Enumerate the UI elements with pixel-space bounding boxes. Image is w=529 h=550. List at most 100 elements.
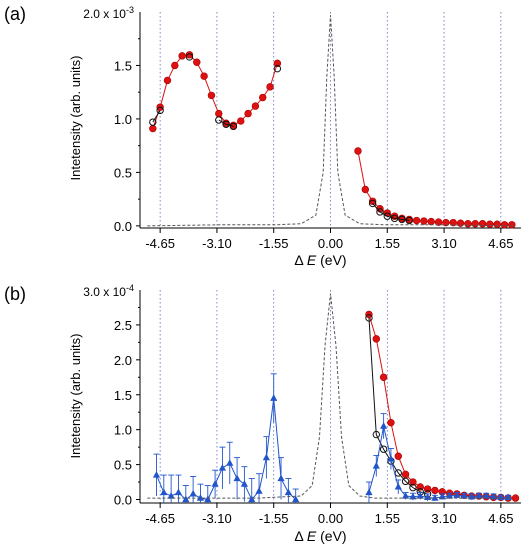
data-point-black bbox=[383, 212, 391, 220]
data-point-black bbox=[273, 64, 282, 73]
data-point-black bbox=[185, 53, 194, 61]
panel-1: 0.0 0.5 1.0 1.5 2.0 2.5 -4.65 -3.10 -1.55 0.00 1.5… bbox=[4, 283, 521, 544]
data-point-blue bbox=[262, 453, 270, 461]
data-point-red bbox=[361, 185, 370, 194]
data-point-blue bbox=[189, 489, 197, 497]
data-point-blue bbox=[365, 488, 373, 496]
data-point-red bbox=[215, 109, 223, 118]
y-tick-label: 1.5 bbox=[114, 388, 132, 403]
y-axis-label: Intetensity (arb. units) bbox=[68, 56, 83, 181]
data-point-red bbox=[434, 218, 443, 226]
y-scale-label: 2.0 x 10-3 bbox=[83, 5, 134, 21]
x-tick-label: 4.65 bbox=[488, 511, 513, 526]
series-line bbox=[372, 203, 410, 222]
x-axis-label: Δ E (eV) bbox=[294, 528, 346, 544]
data-point-blue bbox=[380, 422, 388, 429]
data-point-black bbox=[405, 216, 413, 225]
data-point-blue bbox=[482, 492, 490, 499]
data-point-red bbox=[511, 494, 520, 502]
data-point-red bbox=[244, 109, 252, 118]
plot-area bbox=[147, 293, 520, 503]
data-point-blue bbox=[196, 494, 205, 501]
data-point-black bbox=[222, 120, 230, 128]
elastic-line bbox=[147, 15, 514, 227]
data-point-blue bbox=[497, 493, 505, 501]
data-point-black bbox=[149, 118, 157, 126]
x-tick-label: -3.10 bbox=[202, 236, 232, 251]
x-tick-label: 1.55 bbox=[375, 511, 400, 526]
x-tick-label: 0.00 bbox=[318, 236, 343, 251]
data-point-blue bbox=[460, 492, 468, 499]
data-point-blue bbox=[218, 464, 227, 471]
panel-label: (b) bbox=[4, 284, 26, 304]
data-point-red bbox=[237, 117, 245, 125]
y-tick-label: 1.5 bbox=[114, 58, 132, 73]
data-point-red bbox=[409, 478, 417, 486]
data-point-black bbox=[215, 116, 223, 124]
data-point-red bbox=[273, 59, 282, 68]
x-label-variable: E bbox=[307, 252, 317, 268]
data-point-blue bbox=[167, 492, 175, 499]
data-point-blue bbox=[152, 471, 161, 478]
data-point-blue bbox=[182, 495, 190, 503]
y-tick-label: 2.5 bbox=[114, 318, 132, 333]
y-tick-label: 0.5 bbox=[114, 165, 132, 180]
data-point-blue bbox=[284, 488, 292, 496]
data-point-blue bbox=[277, 474, 285, 482]
series-line bbox=[152, 110, 161, 123]
data-point-blue bbox=[240, 480, 249, 487]
data-point-red bbox=[471, 220, 479, 228]
x-tick-label: 3.10 bbox=[431, 236, 456, 251]
data-point-blue bbox=[292, 495, 300, 503]
data-point-red bbox=[401, 470, 410, 479]
y-scale-exponent: -4 bbox=[126, 283, 134, 293]
data-point-red bbox=[420, 217, 428, 225]
data-point-red bbox=[431, 486, 439, 495]
y-tick-label: 0.5 bbox=[114, 458, 132, 473]
data-point-blue bbox=[387, 455, 395, 462]
series-line bbox=[368, 314, 516, 499]
series-line bbox=[357, 150, 512, 226]
data-point-red bbox=[259, 93, 267, 102]
data-point-blue bbox=[255, 487, 263, 494]
data-point-red bbox=[412, 216, 421, 225]
y-tick-label: 0.0 bbox=[114, 493, 132, 508]
data-point-blue bbox=[270, 394, 278, 401]
data-point-blue bbox=[431, 494, 439, 501]
data-point-blue bbox=[160, 488, 168, 496]
data-point-red bbox=[149, 124, 157, 133]
y-axis-label: Intetensity (arb. units) bbox=[68, 334, 83, 459]
data-point-blue bbox=[372, 461, 380, 469]
data-point-black bbox=[372, 430, 380, 439]
data-point-blue bbox=[416, 492, 424, 499]
data-point-red bbox=[200, 72, 208, 80]
data-point-black bbox=[229, 122, 238, 131]
data-point-black bbox=[398, 215, 406, 224]
data-point-red bbox=[464, 220, 472, 228]
series-line bbox=[368, 317, 428, 495]
x-label-variable: E bbox=[307, 528, 317, 544]
x-tick-label: -1.55 bbox=[259, 236, 289, 251]
x-tick-label: 4.65 bbox=[488, 236, 513, 251]
x-label-unit: (eV) bbox=[316, 252, 346, 268]
y-tick-label: 1.0 bbox=[114, 112, 132, 127]
data-point-blue bbox=[248, 495, 256, 503]
x-axis-label: Δ E (eV) bbox=[294, 252, 346, 268]
data-point-blue bbox=[445, 492, 454, 499]
data-point-red bbox=[193, 58, 201, 66]
series-line bbox=[368, 426, 509, 499]
y-tick-label: 2.0 bbox=[114, 353, 132, 368]
panel-label: (a) bbox=[4, 4, 26, 24]
data-point-red bbox=[508, 221, 516, 229]
y-tick-label: 1.0 bbox=[114, 423, 132, 438]
x-tick-label: -3.10 bbox=[202, 511, 232, 526]
data-point-red bbox=[372, 335, 380, 343]
data-point-black bbox=[390, 214, 399, 223]
data-point-red bbox=[387, 418, 395, 427]
elastic-line bbox=[147, 293, 514, 499]
data-point-blue bbox=[453, 491, 461, 498]
x-tick-label: -4.65 bbox=[145, 511, 175, 526]
data-point-red bbox=[368, 197, 377, 205]
data-point-red bbox=[493, 220, 501, 228]
data-point-blue bbox=[174, 488, 183, 496]
